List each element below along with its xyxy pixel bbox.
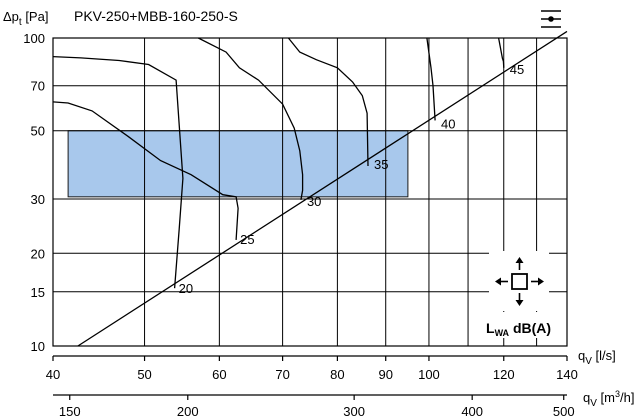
x-tick-label: 80 — [330, 367, 344, 382]
operating-range-area — [67, 130, 409, 198]
y-tick-label: 20 — [31, 246, 45, 261]
noise-curve-30 — [198, 37, 304, 201]
x-tick-label: 120 — [493, 367, 515, 382]
x-axis-primary-label: qV [l/s] — [578, 348, 616, 367]
x2-tick-label: 300 — [343, 404, 365, 419]
curve-label-40: 40 — [441, 116, 455, 131]
curve-label-35: 35 — [374, 157, 388, 172]
x-axis-primary: 40 50 60 70 80 90 100 120 140 — [46, 355, 578, 382]
system-curve-line — [77, 30, 568, 347]
x-tick-label: 100 — [418, 367, 440, 382]
y-tick-label: 30 — [31, 192, 45, 207]
x-axis-secondary-label: qV [m3/h] — [583, 389, 634, 409]
x2-tick-label: 150 — [59, 404, 81, 419]
x-axis-secondary: 150 200 300 400 500 — [53, 394, 575, 419]
chart-title: PKV-250+MBB-160-250-S — [74, 8, 238, 24]
x-tick-label: 40 — [46, 367, 60, 382]
curve-label-45: 45 — [510, 62, 524, 77]
curve-label-30: 30 — [307, 194, 321, 209]
noise-curve-40 — [426, 37, 436, 121]
curve-labels: 20 25 30 35 40 45 — [179, 62, 525, 296]
noise-curves — [52, 37, 505, 289]
x-tick-label: 70 — [275, 367, 289, 382]
x-tick-label: 90 — [378, 367, 392, 382]
noise-curve-35 — [287, 37, 369, 167]
sound-power-legend: LWA dB(A) — [486, 320, 551, 338]
y-tick-label: 10 — [31, 339, 45, 354]
noise-curve-25 — [52, 101, 239, 240]
airflow-direction-icon — [489, 251, 549, 311]
x2-tick-label: 500 — [553, 404, 575, 419]
curve-label-20: 20 — [179, 281, 193, 296]
noise-curve-20 — [52, 55, 184, 289]
x-tick-label: 140 — [556, 367, 578, 382]
plot-frame — [52, 37, 568, 347]
curve-label-25: 25 — [240, 232, 254, 247]
x2-tick-label: 400 — [461, 404, 483, 419]
y-tick-label: 100 — [23, 31, 45, 46]
x-tick-label: 60 — [212, 367, 226, 382]
x2-tick-label: 200 — [177, 404, 199, 419]
y-tick-label: 70 — [31, 79, 45, 94]
y-tick-label: 50 — [31, 124, 45, 139]
y-tick-labels: 10 15 20 30 50 70 100 — [23, 31, 45, 354]
y-axis-label: Δpt [Pa] — [3, 9, 48, 28]
x-tick-label: 50 — [137, 367, 151, 382]
noise-curve-45 — [497, 37, 505, 68]
y-tick-label: 15 — [31, 285, 45, 300]
menu-icon[interactable] — [537, 6, 563, 32]
